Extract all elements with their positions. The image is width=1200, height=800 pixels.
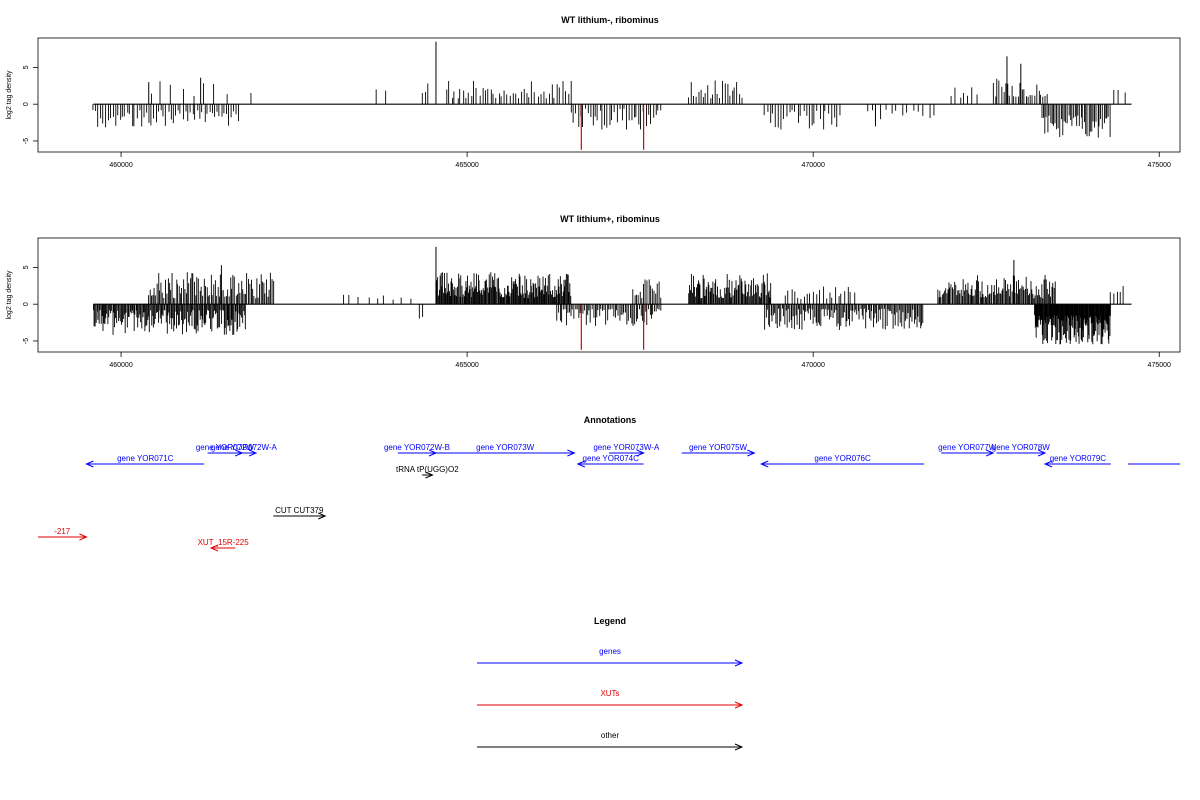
y-tick-label: 5 — [23, 65, 30, 69]
track-panel-lithium-plus: WT lithium+, ribominus log2 tag density … — [6, 214, 1181, 369]
feature-label: gene YOR075W — [689, 443, 748, 452]
arrow-head-right-icon — [567, 449, 576, 457]
legend-item-other: other — [477, 731, 744, 751]
feature-label: gene YOR074C — [583, 454, 640, 463]
x-tick-label: 470000 — [801, 362, 824, 369]
annotation-feature: gene YOR075W — [681, 443, 756, 457]
annotation-feature: gene YOR079C — [1043, 454, 1111, 468]
feature-label: gene YOR072W-A — [211, 443, 278, 452]
y-tick-label: -5 — [23, 138, 30, 144]
arrow-head-right-icon — [734, 659, 744, 667]
y-axis-label: log2 tag density — [6, 270, 13, 320]
annotation-feature: gene YOR077W — [938, 443, 997, 457]
legend-items: genes XUTs other — [477, 647, 744, 751]
x-tick-label: 465000 — [455, 362, 478, 369]
y-axis-label: log2 tag density — [6, 70, 13, 120]
annotations-title: Annotations — [584, 415, 637, 425]
arrow-head-right-icon — [425, 471, 434, 479]
annotation-feature: tRNA tP(UGG)O2 — [396, 465, 459, 479]
legend-label: other — [601, 731, 620, 740]
plot-frame — [37, 37, 1181, 153]
arrow-head-right-icon — [734, 701, 744, 709]
arrow-head-right-icon — [248, 449, 258, 457]
arrow-head-left-icon — [759, 460, 769, 468]
arrow-head-left-icon — [576, 460, 586, 468]
tag-density-bars — [92, 41, 1126, 150]
panel-title: WT lithium+, ribominus — [560, 214, 660, 224]
annotation-feature: -217 — [38, 527, 88, 541]
feature-label: gene YOR077W — [938, 443, 997, 452]
arrow-head-right-icon — [318, 512, 327, 520]
y-tick-label: -5 — [23, 338, 30, 344]
arrow-head-left-icon — [1043, 460, 1053, 468]
annotation-feature: CUT CUT379 — [273, 506, 327, 520]
feature-label: gene YOR073W-A — [593, 443, 660, 452]
annotation-feature: gene YOR078W — [992, 443, 1051, 457]
axes: 460000 465000 470000 475000 -5 0 5 — [23, 65, 1171, 169]
plot-frame — [37, 237, 1181, 353]
legend-item-genes: genes — [477, 647, 744, 667]
feature-label: XUT_15R-225 — [198, 538, 250, 547]
tag-density-bars — [93, 246, 1124, 350]
feature-label: -217 — [54, 527, 71, 536]
feature-label: tRNA tP(UGG)O2 — [396, 465, 459, 474]
annotation-feature: gene YOR074C — [576, 454, 644, 468]
x-tick-label: 460000 — [109, 162, 132, 169]
feature-label: gene YOR072W-B — [384, 443, 450, 452]
x-tick-label: 465000 — [455, 162, 478, 169]
annotation-feature: gene YOR073W-A — [593, 443, 660, 457]
x-tick-label: 475000 — [1148, 362, 1171, 369]
annotation-feature: gene YOR072W-B — [384, 443, 450, 457]
annotation-feature: gene YOR072W-A — [211, 443, 278, 457]
y-tick-label: 0 — [23, 302, 30, 306]
annotation-feature: XUT_15R-225 — [198, 538, 250, 552]
feature-label: gene YOR079C — [1050, 454, 1107, 463]
annotation-feature: gene YOR073W — [435, 443, 576, 457]
legend-item-XUTs: XUTs — [477, 689, 744, 709]
feature-label: gene YOR072W — [196, 443, 255, 452]
feature-label: gene YOR076C — [814, 454, 871, 463]
arrow-head-right-icon — [79, 533, 88, 541]
axes: 460000 465000 470000 475000 -5 0 5 — [23, 265, 1171, 369]
annotation-feature: gene YOR071C — [85, 454, 205, 468]
track-panel-lithium-minus: WT lithium-, ribominus log2 tag density … — [6, 15, 1181, 169]
arrow-head-right-icon — [636, 449, 645, 457]
legend: Legend genes XUTs other — [477, 616, 744, 751]
panel-title: WT lithium-, ribominus — [561, 15, 659, 25]
arrow-head-right-icon — [985, 449, 995, 457]
legend-title: Legend — [594, 616, 626, 626]
annotation-feature: gene YOR076C — [759, 454, 924, 468]
legend-label: XUTs — [600, 689, 619, 698]
y-tick-label: 0 — [23, 102, 30, 106]
feature-label: CUT CUT379 — [275, 506, 324, 515]
x-tick-label: 460000 — [109, 362, 132, 369]
arrow-head-left-icon — [209, 544, 219, 552]
arrow-head-left-icon — [85, 460, 94, 468]
arrow-head-right-icon — [734, 743, 744, 751]
y-tick-label: 5 — [23, 265, 30, 269]
arrow-head-right-icon — [747, 449, 756, 457]
x-tick-label: 470000 — [801, 162, 824, 169]
feature-label: gene YOR078W — [992, 443, 1051, 452]
feature-label: gene YOR073W — [476, 443, 535, 452]
feature-label: gene YOR071C — [117, 454, 174, 463]
arrow-head-right-icon — [1037, 449, 1047, 457]
x-tick-label: 475000 — [1148, 162, 1171, 169]
legend-label: genes — [599, 647, 621, 656]
